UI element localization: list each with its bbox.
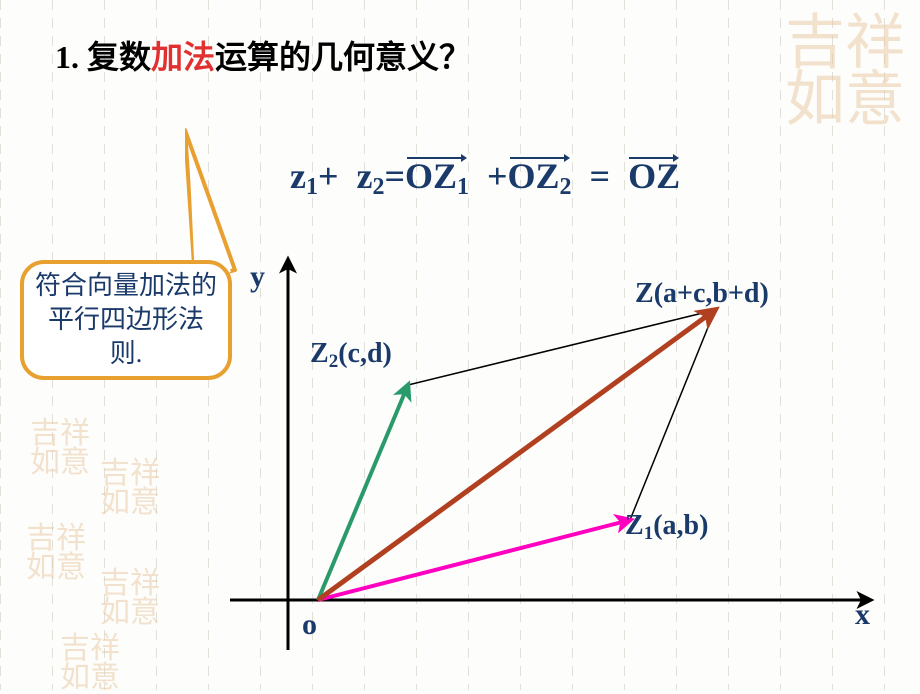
eq-vec-OZ2: OZ2: [508, 155, 572, 201]
label-Z: Z(a+c,b+d): [635, 278, 769, 310]
vector-diagram: y x o Z2(c,d) Z(a+c,b+d) Z1(a,b): [230, 250, 910, 680]
label-Z2: Z2(c,d): [310, 338, 392, 373]
eq-vec-OZ: OZ: [628, 155, 680, 197]
title-highlight: 加法: [151, 39, 215, 75]
label-Z1: Z1(a,b): [625, 510, 708, 545]
title-suffix: 运算的几何意义？: [215, 39, 471, 75]
diagram-svg: [230, 250, 910, 680]
vector-equation: z1+ z2=OZ1 +OZ2 = OZ: [290, 155, 680, 201]
eq-vec-OZ1: OZ1: [405, 155, 469, 201]
slide-title: 1. 复数加法运算的几何意义？: [55, 32, 471, 78]
callout-box: 符合向量加法的平行四边形法则.: [20, 260, 232, 380]
y-axis-label: y: [250, 260, 265, 294]
eq-z2: z2: [357, 156, 385, 196]
title-prefix: 1. 复数: [55, 39, 151, 75]
callout-text: 符合向量加法的平行四边形法则.: [32, 269, 220, 370]
x-axis-label: x: [855, 598, 870, 632]
origin-label: o: [302, 608, 317, 642]
eq-z1: z1: [290, 156, 318, 196]
